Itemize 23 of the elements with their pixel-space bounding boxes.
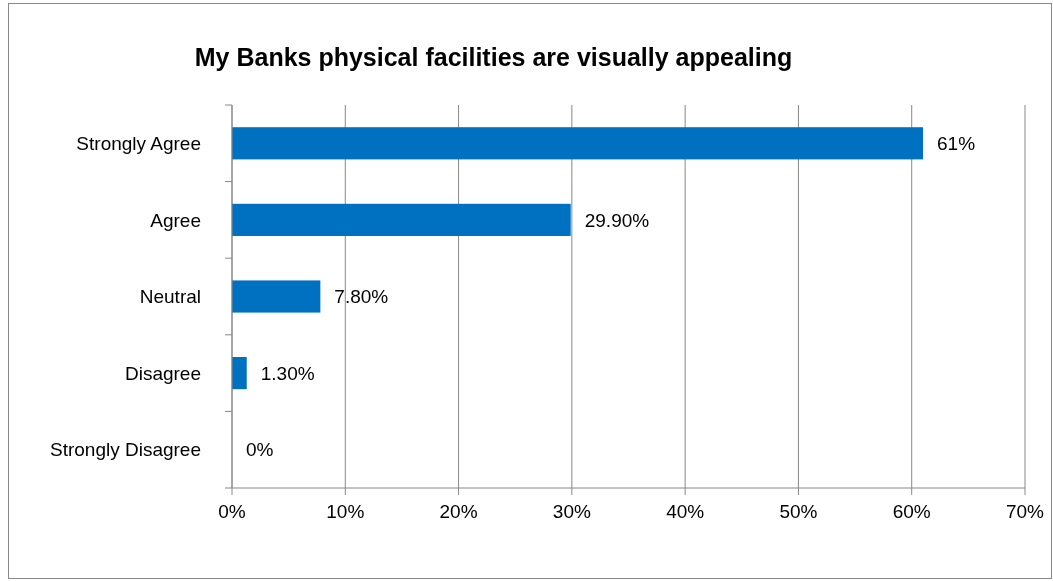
y-tick-label: Strongly Agree — [76, 132, 201, 154]
y-tick-label: Neutral — [139, 286, 201, 308]
bar — [232, 357, 247, 390]
x-tick-label: 50% — [779, 501, 818, 522]
x-tick-label: 70% — [1005, 501, 1045, 522]
data-label: 61% — [937, 132, 976, 154]
x-tick-label: 20% — [439, 501, 478, 522]
x-tick-label: 40% — [666, 501, 705, 522]
chart-title: My Banks physical facilities are visually appealing — [194, 43, 793, 71]
data-label: 1.30% — [260, 362, 315, 384]
x-tick-label: 30% — [552, 501, 591, 522]
x-tick-label: 60% — [892, 501, 931, 522]
y-tick-label: Disagree — [124, 362, 201, 384]
y-tick-label: Strongly Disagree — [49, 439, 201, 461]
bar — [232, 203, 571, 236]
data-label: 0% — [246, 439, 274, 461]
bar — [232, 127, 924, 160]
bar — [232, 280, 321, 313]
y-tick-label: Agree — [150, 209, 201, 231]
data-label: 7.80% — [334, 286, 389, 308]
x-tick-label: 0% — [218, 501, 246, 522]
data-label: 29.90% — [584, 209, 650, 231]
x-tick-label: 10% — [326, 501, 365, 522]
